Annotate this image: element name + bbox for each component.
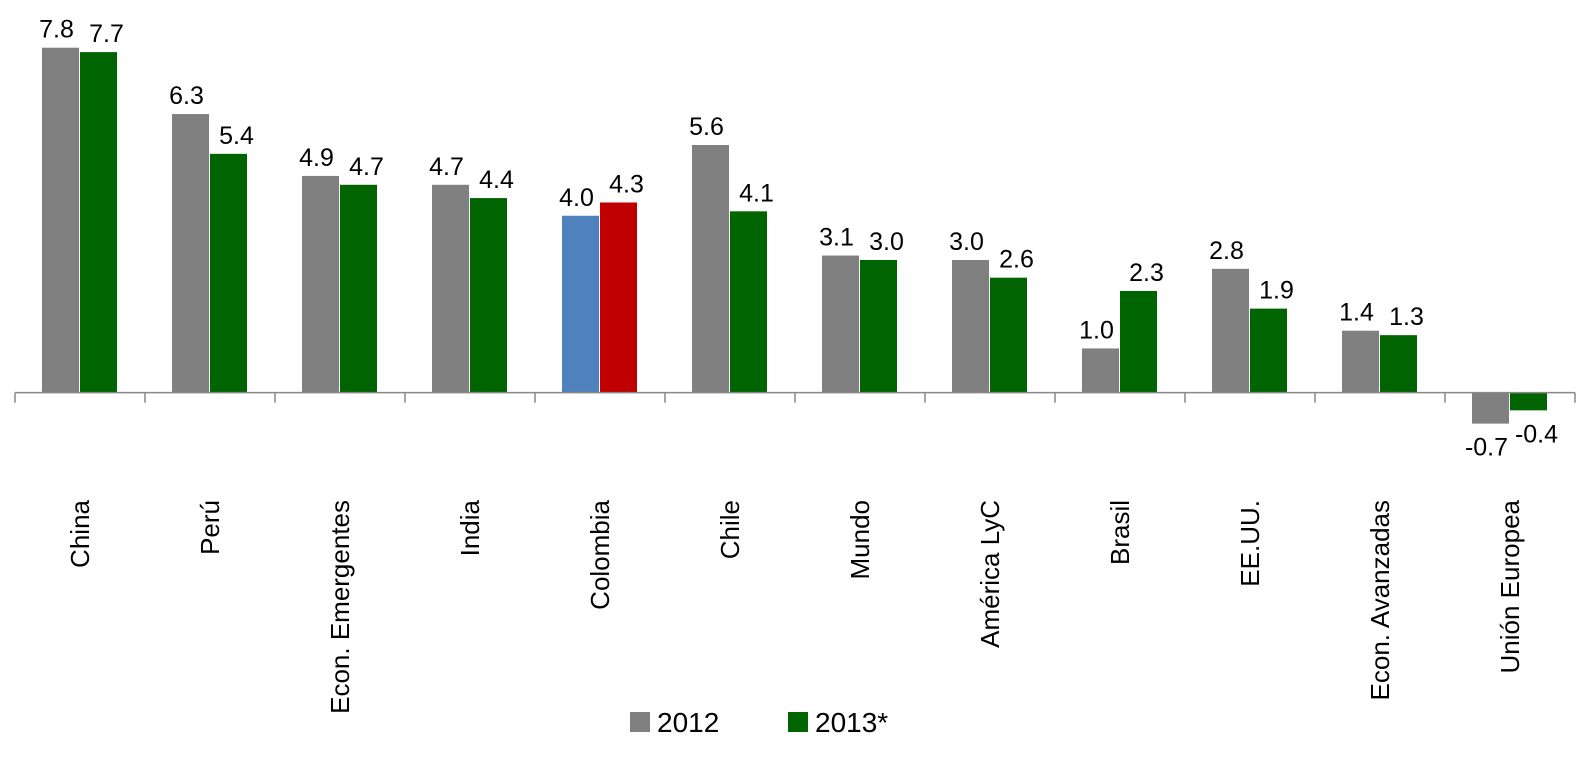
x-tick-label: América LyC [975, 500, 1005, 648]
legend-swatch [788, 712, 808, 732]
bar [1082, 348, 1119, 393]
data-label: 4.0 [559, 184, 594, 212]
data-label: 4.1 [739, 179, 774, 207]
bar [210, 153, 247, 393]
bar [822, 255, 859, 393]
data-label: 1.4 [1339, 299, 1374, 327]
data-label: 1.9 [1259, 277, 1294, 305]
data-label: 7.7 [89, 20, 124, 48]
data-label: 4.7 [349, 153, 384, 181]
data-label: 3.1 [819, 224, 854, 252]
bar [172, 114, 209, 393]
bar [990, 277, 1027, 393]
x-tick-label: India [455, 499, 485, 556]
legend-label: 2012 [657, 707, 719, 738]
legend-label: 2013* [815, 707, 888, 738]
bar [42, 47, 79, 393]
bar [1510, 392, 1547, 411]
data-label: 1.3 [1389, 303, 1424, 331]
data-label: 5.4 [219, 122, 254, 150]
data-label: 4.9 [299, 144, 334, 172]
x-tick-label: Perú [195, 500, 225, 555]
data-label: 2.6 [999, 246, 1034, 274]
x-tick-label: Econ. Emergentes [325, 500, 355, 714]
bar [1342, 330, 1379, 393]
bar [1380, 335, 1417, 393]
x-tick-label: Econ. Avanzadas [1365, 500, 1395, 700]
bar [302, 175, 339, 393]
data-label: 7.8 [39, 16, 74, 44]
bar [470, 198, 507, 393]
bar [860, 259, 897, 393]
data-label: 2.3 [1129, 259, 1164, 287]
data-label: -0.7 [1465, 434, 1508, 462]
bar [1212, 268, 1249, 393]
bar [80, 52, 117, 393]
bar [562, 215, 599, 393]
data-label: 1.0 [1079, 316, 1114, 344]
bar [692, 144, 729, 393]
bar [340, 184, 377, 393]
bar [730, 211, 767, 393]
x-tick-label: Unión Europea [1495, 499, 1525, 673]
data-label: 4.3 [609, 170, 644, 198]
x-tick-label: Mundo [845, 500, 875, 580]
bar [1472, 392, 1509, 424]
legend-swatch [630, 712, 650, 732]
x-tick-label: EE.UU. [1235, 500, 1265, 587]
x-tick-label: Colombia [585, 499, 615, 609]
data-label: 5.6 [689, 113, 724, 141]
data-label: 3.0 [869, 228, 904, 256]
data-label: 4.7 [429, 153, 464, 181]
bar [432, 184, 469, 393]
data-label: 6.3 [169, 82, 204, 110]
data-label: 2.8 [1209, 237, 1244, 265]
bar [600, 202, 637, 393]
x-tick-label: Chile [715, 500, 745, 559]
x-tick-label: Brasil [1105, 500, 1135, 565]
data-label: -0.4 [1515, 420, 1558, 448]
bar [952, 259, 989, 393]
x-tick-label: China [65, 499, 95, 567]
bar [1120, 290, 1157, 393]
data-label: 4.4 [479, 166, 514, 194]
bar [1250, 308, 1287, 393]
data-label: 3.0 [949, 228, 984, 256]
